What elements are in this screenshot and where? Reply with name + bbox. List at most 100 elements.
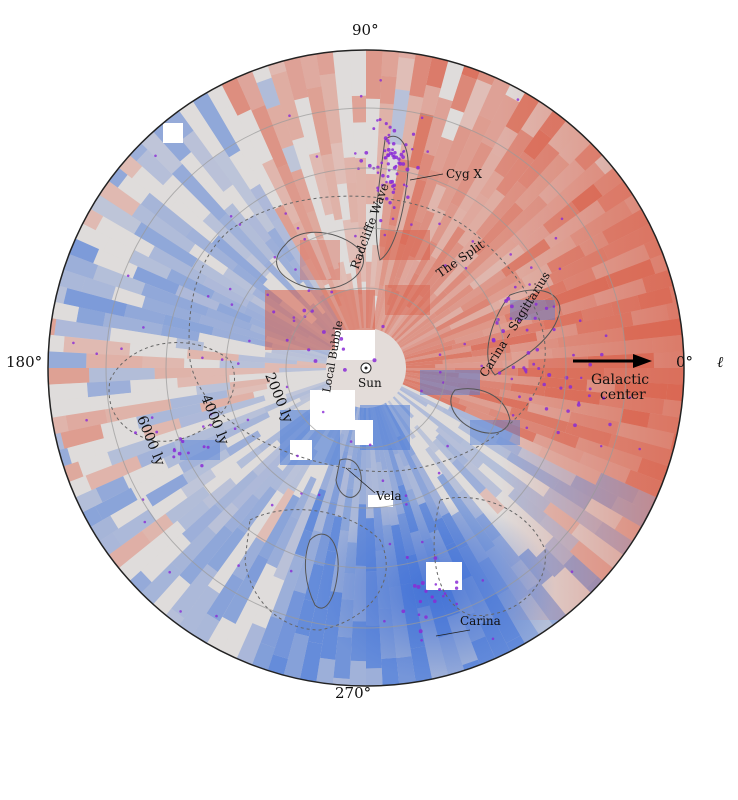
density-wedge bbox=[294, 599, 317, 637]
young-star bbox=[237, 362, 240, 365]
young-star bbox=[368, 443, 372, 447]
region-label-carina: Carina bbox=[460, 614, 501, 628]
young-star bbox=[401, 155, 405, 159]
density-wedge bbox=[171, 164, 227, 221]
density-wedge bbox=[237, 109, 273, 165]
density-wedge bbox=[260, 616, 284, 648]
density-wedge bbox=[191, 368, 236, 378]
young-star bbox=[386, 175, 390, 178]
density-wedge bbox=[414, 255, 437, 287]
young-star bbox=[383, 233, 387, 237]
young-star bbox=[556, 430, 560, 435]
young-star bbox=[349, 440, 353, 443]
density-wedge bbox=[141, 296, 202, 324]
density-wedge bbox=[202, 177, 233, 211]
density-contour bbox=[450, 388, 511, 434]
young-star bbox=[388, 542, 392, 546]
density-wedge bbox=[451, 391, 512, 415]
density-wedge bbox=[279, 368, 327, 373]
young-star bbox=[554, 236, 558, 240]
young-star bbox=[339, 337, 344, 341]
young-star bbox=[289, 569, 293, 573]
density-wedge bbox=[117, 174, 150, 205]
density-wedge bbox=[315, 657, 336, 686]
density-wedge bbox=[145, 474, 189, 507]
density-wedge bbox=[104, 399, 172, 423]
young-star bbox=[511, 365, 516, 370]
density-wedge bbox=[327, 265, 343, 298]
young-star bbox=[522, 366, 526, 370]
young-star bbox=[438, 222, 441, 226]
density-wedge bbox=[202, 212, 252, 261]
density-wedge bbox=[199, 392, 255, 412]
density-wedge bbox=[400, 327, 438, 350]
density-wedge bbox=[398, 308, 452, 347]
direction-0: 0° bbox=[676, 353, 693, 371]
density-wedge bbox=[448, 269, 507, 313]
young-star bbox=[391, 148, 395, 152]
density-wedge bbox=[266, 104, 294, 150]
density-wedge bbox=[104, 530, 151, 572]
density-wedge bbox=[181, 130, 233, 192]
density-wedge bbox=[216, 302, 253, 324]
density-wedge bbox=[181, 503, 223, 544]
distance-ring bbox=[165, 167, 567, 569]
young-star bbox=[455, 602, 459, 606]
density-wedge bbox=[433, 306, 464, 328]
young-star bbox=[381, 173, 385, 178]
density-wedge bbox=[86, 380, 132, 398]
density-wedge bbox=[148, 488, 188, 521]
density-wedge bbox=[236, 446, 263, 469]
density-wedge bbox=[234, 368, 280, 375]
density-wedge bbox=[443, 271, 467, 295]
young-star bbox=[155, 430, 159, 434]
young-star bbox=[177, 451, 182, 456]
density-contour bbox=[433, 496, 546, 617]
density-wedge bbox=[274, 204, 298, 238]
density-wedge bbox=[219, 614, 254, 664]
density-wedge bbox=[313, 500, 338, 566]
density-wedge bbox=[450, 141, 493, 208]
young-star bbox=[471, 240, 475, 243]
density-wedge bbox=[372, 285, 384, 329]
density-wedge bbox=[207, 502, 239, 535]
young-star bbox=[537, 366, 541, 371]
density-wedge bbox=[435, 433, 469, 466]
young-star bbox=[230, 303, 234, 306]
young-star bbox=[72, 341, 75, 345]
density-wedge bbox=[48, 400, 61, 419]
young-star bbox=[573, 423, 577, 428]
density-wedge bbox=[252, 206, 275, 233]
young-star bbox=[238, 223, 242, 226]
density-wedge bbox=[336, 183, 351, 221]
density-wedge bbox=[180, 152, 213, 187]
young-star bbox=[588, 362, 592, 367]
density-wedge bbox=[130, 377, 178, 393]
density-wedge bbox=[411, 416, 437, 443]
density-wedge bbox=[432, 438, 457, 464]
young-star bbox=[354, 152, 357, 155]
density-wedge bbox=[63, 287, 128, 317]
axis-symbol: ℓ bbox=[717, 353, 723, 371]
density-wedge bbox=[237, 340, 273, 354]
density-wedge bbox=[399, 388, 429, 407]
density-wedge bbox=[327, 515, 343, 553]
young-star bbox=[246, 418, 250, 422]
young-star bbox=[518, 395, 521, 399]
density-wedge bbox=[391, 298, 426, 339]
density-wedge bbox=[165, 486, 210, 525]
young-star bbox=[510, 377, 514, 381]
density-wedge bbox=[91, 427, 146, 456]
density-contour bbox=[188, 195, 546, 472]
young-star bbox=[558, 267, 562, 271]
density-wedge bbox=[270, 71, 305, 141]
young-star bbox=[266, 293, 270, 297]
density-wedge bbox=[387, 305, 410, 336]
density-wedge bbox=[207, 542, 249, 594]
density-wedge bbox=[267, 227, 295, 263]
density-wedge bbox=[225, 430, 262, 457]
young-star bbox=[126, 274, 130, 278]
young-star bbox=[525, 426, 529, 430]
density-wedge bbox=[95, 487, 138, 521]
young-star bbox=[604, 334, 608, 338]
